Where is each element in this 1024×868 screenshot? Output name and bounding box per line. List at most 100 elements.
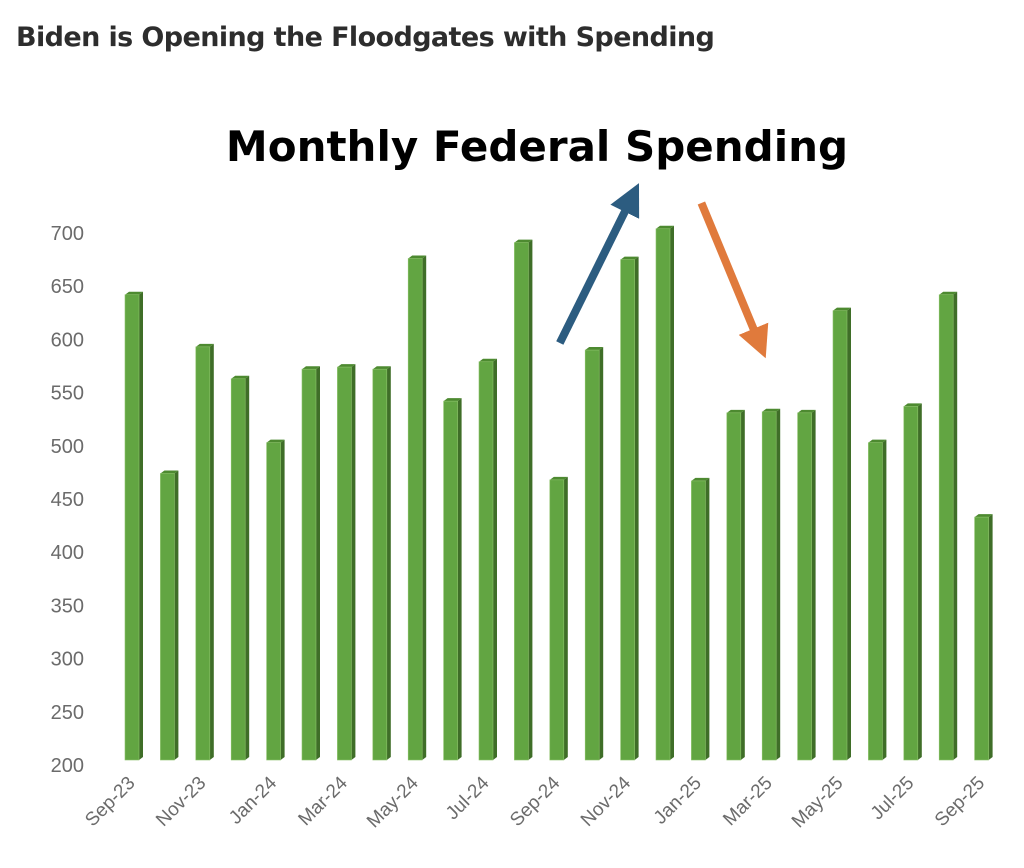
bar-front — [584, 349, 600, 761]
bar-front — [832, 310, 848, 761]
bar-front — [974, 516, 989, 761]
arrow-down-icon — [697, 201, 769, 359]
bar-side — [634, 256, 639, 760]
bar-front — [230, 378, 246, 761]
bar-top — [514, 239, 533, 243]
x-tick-label: Jan-25 — [650, 773, 706, 829]
bar-top — [266, 439, 285, 443]
bar-top — [408, 255, 427, 259]
bar-side — [139, 291, 143, 760]
bar-side — [847, 307, 851, 760]
bar-side — [882, 439, 887, 760]
bar-side — [174, 470, 179, 760]
bar-front — [372, 368, 388, 761]
bar-side — [953, 291, 958, 760]
bar — [266, 439, 285, 761]
x-tick-label: Jul-25 — [867, 773, 918, 824]
y-tick-label: 250 — [51, 702, 84, 724]
bar — [761, 408, 781, 761]
bar-front — [337, 366, 352, 761]
bar-top — [726, 409, 745, 413]
bar-side — [280, 439, 285, 760]
bar — [372, 366, 391, 761]
bar-top — [337, 364, 356, 368]
bar-front — [301, 368, 317, 761]
x-tick-label: Jan-24 — [225, 772, 281, 828]
bar-front — [691, 480, 706, 761]
bar-side — [386, 366, 391, 760]
bar-top — [833, 307, 851, 311]
bar-front — [160, 473, 175, 761]
bar-front — [478, 361, 494, 761]
bar-front — [938, 294, 954, 761]
bar-top — [762, 408, 781, 412]
bar-side — [316, 366, 320, 760]
bar — [549, 476, 568, 761]
y-axis: 200 250 300 350 400 450 500 550 600 650 700 — [51, 223, 84, 777]
bar — [514, 239, 533, 761]
bar — [620, 256, 639, 761]
bar-top — [125, 291, 143, 295]
chart-title: Monthly Federal Spending — [226, 122, 848, 171]
bar-top — [974, 514, 993, 518]
x-tick-label: May-24 — [363, 772, 423, 832]
bar — [974, 514, 993, 761]
bar-front — [266, 442, 281, 761]
x-tick-label: Nov-24 — [577, 772, 635, 830]
bar — [655, 225, 674, 761]
bar-top — [443, 398, 462, 402]
bar-front — [443, 400, 458, 761]
bar — [726, 409, 745, 761]
y-tick-label: 350 — [51, 595, 84, 617]
bar-top — [903, 403, 922, 407]
bar-top — [302, 366, 320, 370]
bar — [124, 291, 143, 761]
bar — [938, 291, 958, 761]
bar-side — [740, 409, 745, 760]
x-tick-label: Mar-24 — [295, 772, 353, 830]
bar-side — [209, 343, 214, 760]
y-tick-label: 700 — [51, 223, 84, 245]
bar-top — [479, 358, 497, 362]
bar-front — [726, 412, 742, 761]
y-tick-label: 400 — [51, 542, 84, 564]
bar-front — [124, 294, 140, 761]
y-tick-label: 200 — [51, 755, 84, 777]
bar-side — [457, 398, 462, 760]
bar-front — [549, 479, 565, 761]
bar-side — [670, 225, 674, 760]
bar — [797, 409, 816, 761]
bar — [691, 477, 710, 761]
bar-side — [599, 347, 604, 760]
bar-top — [195, 343, 214, 347]
bar-side — [422, 255, 427, 760]
x-tick-label: Sep-23 — [81, 773, 139, 831]
bar-top — [549, 476, 568, 480]
bar-front — [903, 406, 919, 761]
bar-front — [195, 346, 211, 761]
bar-side — [528, 239, 533, 761]
bar-front — [761, 411, 777, 761]
bar-side — [563, 476, 568, 760]
x-tick-label: Mar-25 — [719, 773, 776, 830]
bar-front — [655, 228, 671, 761]
bar-side — [988, 514, 993, 760]
bar-front — [868, 442, 883, 761]
y-tick-label: 500 — [51, 436, 84, 458]
bar-top — [160, 470, 179, 474]
x-tick-label: Sep-25 — [931, 773, 989, 831]
bar-front — [797, 412, 812, 761]
bar-top — [620, 256, 639, 260]
bar-side — [917, 403, 922, 760]
bar-side — [776, 408, 781, 760]
bar-side — [493, 358, 497, 760]
bar-top — [691, 477, 710, 481]
bar-top — [372, 366, 391, 370]
bar-side — [245, 375, 250, 760]
x-tick-label: Sep-24 — [506, 772, 564, 830]
bar-top — [868, 439, 887, 443]
bar — [337, 364, 356, 761]
x-axis: Sep-23 Nov-23 Jan-24 Mar-24 May-24 Jul-24 Sep-… — [81, 772, 989, 832]
bar-side — [811, 409, 816, 760]
y-tick-label: 450 — [51, 489, 84, 511]
